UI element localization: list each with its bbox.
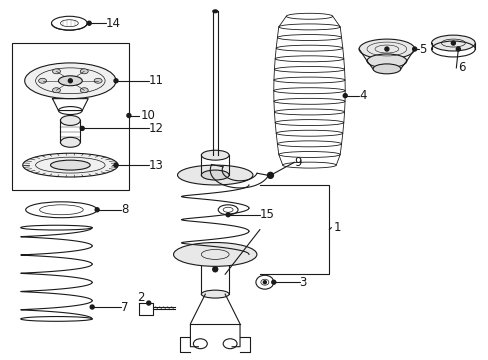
Ellipse shape <box>212 10 217 13</box>
Circle shape <box>146 301 150 305</box>
Ellipse shape <box>61 116 80 125</box>
Circle shape <box>114 163 118 167</box>
Ellipse shape <box>80 69 88 74</box>
Text: 12: 12 <box>148 122 163 135</box>
Text: 13: 13 <box>148 159 163 172</box>
Circle shape <box>267 172 273 178</box>
Ellipse shape <box>358 39 414 59</box>
Circle shape <box>127 113 131 117</box>
Ellipse shape <box>372 64 400 74</box>
Ellipse shape <box>94 78 102 83</box>
Ellipse shape <box>201 170 229 180</box>
Circle shape <box>114 79 118 83</box>
Circle shape <box>343 94 346 98</box>
Circle shape <box>80 126 84 130</box>
Circle shape <box>384 47 388 51</box>
Text: 8: 8 <box>121 203 128 216</box>
Ellipse shape <box>201 290 229 298</box>
Bar <box>12 43 129 190</box>
Circle shape <box>271 280 275 284</box>
Ellipse shape <box>59 76 82 86</box>
Text: 3: 3 <box>299 276 306 289</box>
Ellipse shape <box>52 69 61 74</box>
Ellipse shape <box>39 78 46 83</box>
Text: 11: 11 <box>148 74 163 87</box>
Ellipse shape <box>201 150 229 160</box>
Text: 2: 2 <box>137 291 144 303</box>
Ellipse shape <box>431 35 474 51</box>
Circle shape <box>455 47 459 51</box>
Ellipse shape <box>61 137 80 147</box>
Text: 9: 9 <box>294 156 302 168</box>
Ellipse shape <box>177 165 252 185</box>
Ellipse shape <box>25 63 116 99</box>
Text: 6: 6 <box>457 61 465 75</box>
Ellipse shape <box>52 88 61 93</box>
Circle shape <box>263 281 266 284</box>
Circle shape <box>212 267 217 272</box>
Circle shape <box>68 79 72 83</box>
Circle shape <box>412 47 416 51</box>
Text: 7: 7 <box>121 301 128 314</box>
Circle shape <box>225 213 230 217</box>
Ellipse shape <box>173 243 256 266</box>
Circle shape <box>268 174 272 177</box>
Ellipse shape <box>201 170 229 180</box>
Text: 1: 1 <box>333 221 340 234</box>
Ellipse shape <box>22 153 118 177</box>
Circle shape <box>450 41 454 45</box>
Circle shape <box>95 208 99 212</box>
Text: 14: 14 <box>106 17 121 30</box>
Ellipse shape <box>80 88 88 93</box>
Text: 10: 10 <box>141 109 155 122</box>
Text: 4: 4 <box>358 89 366 102</box>
Circle shape <box>90 305 94 309</box>
Text: 15: 15 <box>259 208 274 221</box>
Circle shape <box>87 21 91 25</box>
Ellipse shape <box>366 54 406 68</box>
Text: 5: 5 <box>418 42 425 55</box>
Ellipse shape <box>50 160 90 170</box>
